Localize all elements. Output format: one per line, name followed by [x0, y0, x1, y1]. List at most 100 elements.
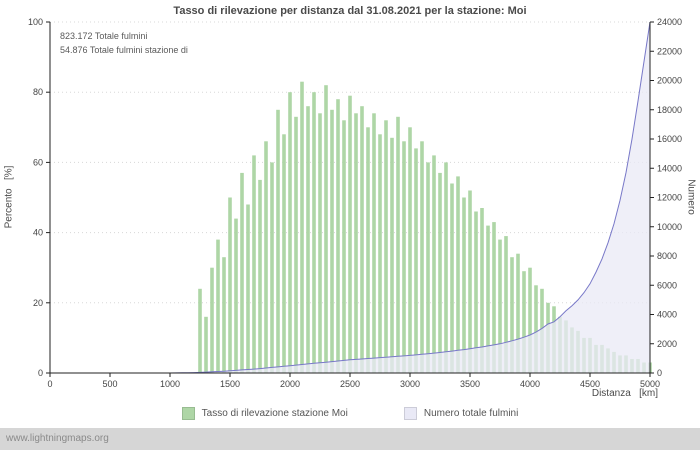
- bar: [282, 134, 286, 373]
- station-lightning-annotation: 54.876 Totale fulmini stazione di: [60, 45, 188, 55]
- footer-bar: www.lightningmaps.org: [0, 428, 700, 450]
- bar: [222, 257, 226, 373]
- x-tick-label: 500: [102, 379, 117, 389]
- x-tick-label: 1000: [160, 379, 180, 389]
- bar: [366, 127, 370, 373]
- right-tick-label: 10000: [657, 222, 682, 232]
- x-tick-label: 1500: [220, 379, 240, 389]
- bar: [396, 116, 400, 374]
- legend-item-detection-rate: Tasso di rilevazione stazione Moi: [181, 407, 348, 420]
- bar: [204, 316, 208, 373]
- bar: [408, 127, 412, 373]
- bar: [372, 113, 376, 374]
- right-tick-label: 4000: [657, 310, 677, 320]
- bar: [336, 99, 340, 373]
- bar: [450, 183, 454, 373]
- right-tick-label: 8000: [657, 251, 677, 261]
- legend-label-total-lightning: Numero totale fulmini: [423, 408, 519, 419]
- bar: [258, 179, 262, 373]
- bar: [360, 106, 364, 373]
- bar: [318, 113, 322, 374]
- x-tick-label: 2500: [340, 379, 360, 389]
- left-tick-label: 40: [33, 228, 43, 238]
- legend: Tasso di rilevazione stazione Moi Numero…: [0, 407, 700, 420]
- bar: [426, 162, 430, 373]
- axes: [46, 21, 654, 377]
- footer-link[interactable]: www.lightningmaps.org: [6, 433, 109, 444]
- left-tick-label: 60: [33, 157, 43, 167]
- bar: [288, 92, 292, 373]
- bar: [240, 172, 244, 373]
- left-tick-label: 20: [33, 298, 43, 308]
- left-tick-label: 100: [28, 17, 43, 27]
- x-axis-label: Distanza [km]: [591, 388, 658, 399]
- right-tick-label: 6000: [657, 280, 677, 290]
- right-tick-label: 14000: [657, 163, 682, 173]
- bar: [210, 267, 214, 373]
- bar: [330, 109, 334, 374]
- bar: [294, 116, 298, 374]
- bar: [534, 285, 538, 374]
- x-tick-label: 4500: [580, 379, 600, 389]
- bar: [228, 197, 232, 373]
- x-tick-label: 3000: [400, 379, 420, 389]
- x-tick-label: 2000: [280, 379, 300, 389]
- bar: [300, 81, 304, 373]
- bar: [516, 253, 520, 373]
- bar: [522, 271, 526, 373]
- bar: [198, 288, 202, 373]
- bar: [246, 204, 250, 373]
- left-tick-label: 80: [33, 87, 43, 97]
- bar: [438, 172, 442, 373]
- cumulative-area: [50, 22, 650, 373]
- bar: [402, 141, 406, 373]
- bar: [354, 113, 358, 374]
- bar: [276, 109, 280, 374]
- detection-rate-bars: [198, 81, 652, 374]
- x-tick-label: 3500: [460, 379, 480, 389]
- right-tick-label: 2000: [657, 339, 677, 349]
- bar: [504, 236, 508, 373]
- bar: [498, 239, 502, 373]
- bar: [390, 137, 394, 373]
- bar: [306, 106, 310, 373]
- bar: [342, 120, 346, 373]
- right-tick-label: 18000: [657, 105, 682, 115]
- right-tick-label: 20000: [657, 76, 682, 86]
- bar: [432, 155, 436, 373]
- bar: [312, 92, 316, 373]
- bar: [474, 211, 478, 373]
- bar: [462, 197, 466, 373]
- bar: [468, 190, 472, 373]
- bar: [378, 134, 382, 373]
- bar: [444, 162, 448, 373]
- bar: [384, 120, 388, 373]
- bar: [216, 239, 220, 373]
- left-axis-label: Percento [%]: [3, 165, 15, 229]
- bar: [234, 218, 238, 373]
- x-tick-label: 5000: [640, 379, 660, 389]
- bar: [324, 85, 328, 373]
- right-tick-label: 24000: [657, 17, 682, 27]
- annotations-block: 823.172 Totale fulmini 54.876 Totale ful…: [60, 29, 188, 57]
- legend-swatch-total: [403, 407, 417, 420]
- bar: [492, 222, 496, 373]
- bar: [348, 95, 352, 373]
- bar: [486, 225, 490, 373]
- bar: [528, 267, 532, 373]
- chart-title: Tasso di rilevazione per distanza dal 31…: [173, 5, 527, 17]
- bar: [420, 141, 424, 373]
- bar: [456, 176, 460, 373]
- right-tick-label: 16000: [657, 134, 682, 144]
- bar: [252, 155, 256, 373]
- right-tick-label: 0: [657, 368, 662, 378]
- bar: [510, 257, 514, 373]
- x-tick-label: 4000: [520, 379, 540, 389]
- bar: [480, 208, 484, 373]
- bar: [414, 148, 418, 373]
- legend-label-detection-rate: Tasso di rilevazione stazione Moi: [201, 408, 348, 419]
- legend-item-total-lightning: Numero totale fulmini: [403, 407, 519, 420]
- total-lightning-annotation: 823.172 Totale fulmini: [60, 31, 148, 41]
